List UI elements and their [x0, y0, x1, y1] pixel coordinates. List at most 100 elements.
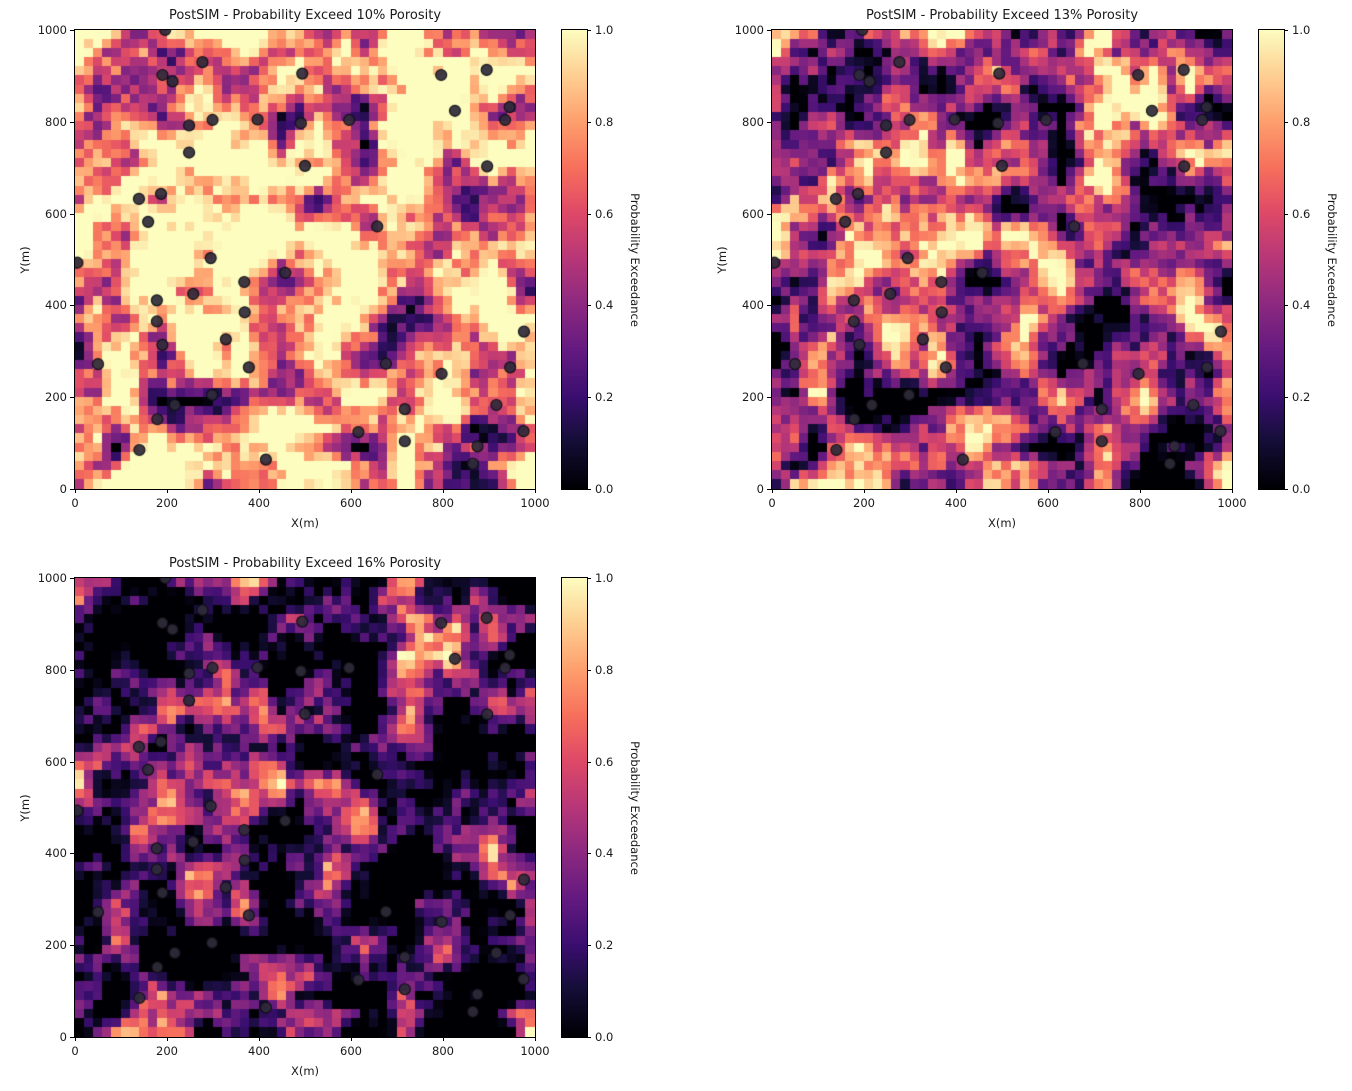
x-tick-mark: [259, 1037, 260, 1041]
y-tick-mark: [767, 121, 771, 123]
x-tick-mark: [443, 489, 444, 493]
x-tick-label: 800: [1129, 496, 1151, 510]
x-tick-mark: [75, 1037, 76, 1041]
colorbar-tick-mark: [1284, 213, 1288, 215]
x-axis-label: X(m): [987, 516, 1017, 530]
colorbar-label: Probability Exceedance: [628, 740, 642, 875]
colorbar-gradient: [562, 578, 587, 1037]
x-tick-label: 800: [432, 1044, 454, 1058]
colorbar-tick-mark: [587, 121, 591, 123]
colorbar-tick-label: 1.0: [595, 571, 614, 585]
x-tick-mark: [75, 489, 76, 493]
y-tick-label: 600: [45, 206, 67, 221]
x-tick-mark: [167, 489, 168, 493]
x-tick-label: 0: [71, 496, 79, 510]
colorbar-tick-label: 0.6: [1292, 206, 1311, 221]
y-tick-label: 200: [45, 390, 67, 405]
heatmap-plot-area: [74, 577, 536, 1038]
y-axis-label: Y(m): [18, 245, 32, 274]
x-tick-label: 200: [156, 496, 178, 510]
heatmap-plot-area: [771, 29, 1233, 490]
x-axis-label: X(m): [290, 516, 320, 530]
y-tick-label: 400: [742, 298, 764, 313]
x-tick-mark: [351, 1037, 352, 1041]
colorbar-tick-mark: [587, 213, 591, 215]
colorbar-label: Probability Exceedance: [628, 192, 642, 327]
colorbar-tick-mark: [1284, 30, 1288, 31]
x-tick-label: 400: [248, 496, 270, 510]
colorbar-tick-label: 1.0: [595, 23, 614, 37]
colorbar-tick-label: 0.6: [595, 754, 614, 769]
y-tick-label: 0: [59, 1030, 67, 1044]
colorbar: [1258, 29, 1285, 490]
colorbar-gradient: [1259, 30, 1284, 489]
y-axis-label: Y(m): [18, 793, 32, 822]
colorbar-tick-mark: [587, 305, 591, 307]
colorbar-tick-mark: [587, 397, 591, 399]
x-tick-label: 600: [340, 496, 362, 510]
x-tick-mark: [167, 1037, 168, 1041]
y-tick-mark: [70, 489, 74, 490]
x-tick-mark: [259, 489, 260, 493]
y-tick-label: 1000: [37, 23, 67, 37]
x-tick-mark: [351, 489, 352, 493]
colorbar-label: Probability Exceedance: [1325, 192, 1339, 327]
x-tick-mark: [535, 1037, 536, 1041]
x-axis-label: X(m): [290, 1064, 320, 1078]
colorbar-tick-label: 0.4: [1292, 298, 1311, 313]
x-tick-label: 800: [432, 496, 454, 510]
x-tick-mark: [1232, 489, 1233, 493]
heatmap-canvas: [75, 30, 535, 489]
y-tick-label: 200: [742, 390, 764, 405]
panel-title: PostSIM - Probability Exceed 13% Porosit…: [865, 8, 1139, 23]
y-tick-mark: [767, 213, 771, 215]
y-tick-label: 800: [45, 114, 67, 129]
x-tick-mark: [1048, 489, 1049, 493]
colorbar-tick-label: 0.8: [595, 114, 614, 129]
y-tick-mark: [70, 1037, 74, 1038]
x-tick-label: 400: [945, 496, 967, 510]
y-tick-mark: [70, 853, 74, 855]
panel-title: PostSIM - Probability Exceed 10% Porosit…: [168, 8, 442, 23]
x-tick-label: 1000: [520, 496, 550, 510]
heatmap-canvas: [772, 30, 1232, 489]
y-tick-label: 400: [45, 846, 67, 861]
colorbar-tick-mark: [1284, 305, 1288, 307]
y-tick-mark: [70, 578, 74, 579]
y-axis-label: Y(m): [715, 245, 729, 274]
y-tick-mark: [70, 945, 74, 947]
colorbar-tick-label: 0.0: [595, 482, 614, 496]
y-tick-mark: [70, 305, 74, 307]
x-tick-mark: [772, 489, 773, 493]
y-tick-mark: [70, 397, 74, 399]
y-tick-label: 800: [45, 662, 67, 677]
colorbar-tick-label: 1.0: [1292, 23, 1311, 37]
x-tick-label: 200: [156, 1044, 178, 1058]
colorbar-tick-mark: [587, 669, 591, 671]
colorbar-tick-mark: [587, 761, 591, 763]
x-tick-mark: [956, 489, 957, 493]
x-tick-label: 600: [1037, 496, 1059, 510]
colorbar-tick-mark: [587, 1037, 591, 1038]
x-tick-label: 200: [853, 496, 875, 510]
panel-title: PostSIM - Probability Exceed 16% Porosit…: [168, 556, 442, 571]
y-tick-label: 600: [742, 206, 764, 221]
colorbar-tick-label: 0.0: [595, 1030, 614, 1044]
colorbar-tick-mark: [1284, 489, 1288, 490]
colorbar-tick-label: 0.2: [595, 390, 614, 405]
colorbar-tick-label: 0.2: [1292, 390, 1311, 405]
colorbar-tick-label: 0.4: [595, 846, 614, 861]
y-tick-mark: [767, 30, 771, 31]
x-tick-label: 1000: [520, 1044, 550, 1058]
colorbar-tick-label: 0.2: [595, 938, 614, 953]
y-tick-label: 600: [45, 754, 67, 769]
colorbar-tick-label: 0.4: [595, 298, 614, 313]
x-tick-label: 1000: [1217, 496, 1247, 510]
x-tick-mark: [864, 489, 865, 493]
y-tick-label: 800: [742, 114, 764, 129]
y-tick-mark: [70, 761, 74, 763]
y-tick-mark: [767, 305, 771, 307]
